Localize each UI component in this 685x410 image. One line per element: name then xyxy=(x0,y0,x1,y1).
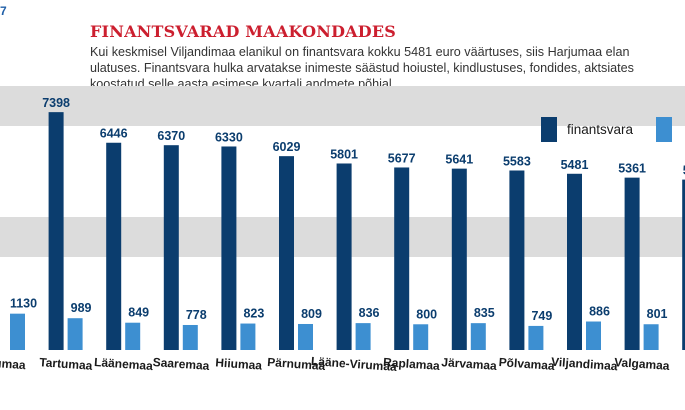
category-label: Raplamaa xyxy=(383,355,441,373)
bar-value-label: 6330 xyxy=(215,130,243,144)
bar-finantsvara xyxy=(106,142,122,350)
bar-secondary xyxy=(67,318,83,350)
description-line: Kui keskmisel Viljandimaa elanikul on fi… xyxy=(90,45,630,59)
bar-secondary xyxy=(643,324,659,350)
bar-value-label: 6029 xyxy=(273,140,301,154)
category-label: Viljandimaa xyxy=(551,355,619,374)
bar-value-label: 800 xyxy=(416,307,437,321)
description-line: ulatuses. Finantsvara hulka arvatakse in… xyxy=(90,61,634,75)
bar-value-label: 835 xyxy=(474,306,495,320)
bar-secondary xyxy=(355,323,371,350)
bar-value-label: 886 xyxy=(589,305,610,319)
legend-swatch-secondary xyxy=(656,117,672,142)
bar-value-label: 836 xyxy=(359,306,380,320)
legend-label-finantsvara: finantsvara xyxy=(567,122,634,137)
bar-value-label: 778 xyxy=(186,308,207,322)
bar-value-label: 7398 xyxy=(42,96,70,110)
bar-secondary xyxy=(240,323,256,350)
bar-finantsvara xyxy=(279,156,294,350)
bar-value-label: 1130 xyxy=(10,297,37,311)
grid-band xyxy=(0,86,685,126)
bar-secondary xyxy=(10,313,25,350)
bar-value-label: 801 xyxy=(647,307,668,321)
bar-secondary xyxy=(182,324,198,350)
bar-finantsvara xyxy=(451,168,467,350)
bar-finantsvara xyxy=(163,145,179,350)
category-label: Läänemaa xyxy=(94,355,154,373)
bar-value-label: 849 xyxy=(128,306,149,320)
bar-value-label: 53 xyxy=(683,164,685,178)
chart-description: Kui keskmisel Viljandimaa elanikul on fi… xyxy=(90,44,685,92)
bar-secondary xyxy=(298,323,313,350)
legend-swatch-finantsvara xyxy=(541,117,557,142)
bar-value-label: 5677 xyxy=(388,151,416,165)
bar-value-label: 5583 xyxy=(503,154,531,168)
bar-value-label: 5361 xyxy=(618,162,646,176)
bar-value-label: 5641 xyxy=(445,153,473,167)
bar-secondary xyxy=(413,324,429,350)
bar-secondary xyxy=(528,325,544,350)
bar-finantsvara xyxy=(394,167,410,350)
category-label: Lääne-Virumaa xyxy=(311,354,398,374)
bar-value-label: 823 xyxy=(243,307,264,321)
bar-finantsvara xyxy=(624,177,640,350)
category-label: Tartumaa xyxy=(39,355,93,373)
bar-finantsvara xyxy=(509,170,525,350)
bar-finantsvara xyxy=(221,146,237,350)
bar-finantsvara xyxy=(48,112,64,350)
category-label: Järvamaa xyxy=(441,355,498,373)
bar-secondary xyxy=(470,323,486,350)
chart-title: FINANTSVARAD MAAKONDADES xyxy=(90,22,397,41)
bar-value-label: 749 xyxy=(531,309,552,323)
bars xyxy=(10,112,685,350)
bar-value-label: 6370 xyxy=(157,129,185,143)
bar-value-label: 5481 xyxy=(561,158,589,172)
bar-value-label: 809 xyxy=(301,307,322,321)
category-labels: jumaa Tartumaa Läänemaa Saaremaa Hiiumaa Pärn… xyxy=(0,354,671,374)
category-label: Hiiumaa xyxy=(215,355,263,372)
category-label: Pärnumaa xyxy=(267,355,326,373)
cropped-corner-text: 7 xyxy=(0,4,7,18)
bar-finantsvara xyxy=(682,179,685,350)
category-label: Saaremaa xyxy=(152,355,210,373)
bar-secondary xyxy=(125,322,141,350)
value-labels: 1130 7398 989 6446 849 6370 778 6330 823 6029 809 5… xyxy=(10,96,685,323)
bar-secondary xyxy=(586,321,601,350)
bar-finantsvara xyxy=(336,163,352,350)
bar-finantsvara xyxy=(567,173,582,350)
bar-value-label: 989 xyxy=(71,301,92,315)
category-label: Põlvamaa xyxy=(498,355,555,373)
legend: finantsvara xyxy=(541,117,672,142)
category-label: Valgamaa xyxy=(614,355,671,373)
category-label: jumaa xyxy=(0,356,26,372)
bar-value-label: 6446 xyxy=(100,127,128,141)
bar-value-label: 5801 xyxy=(330,147,358,161)
